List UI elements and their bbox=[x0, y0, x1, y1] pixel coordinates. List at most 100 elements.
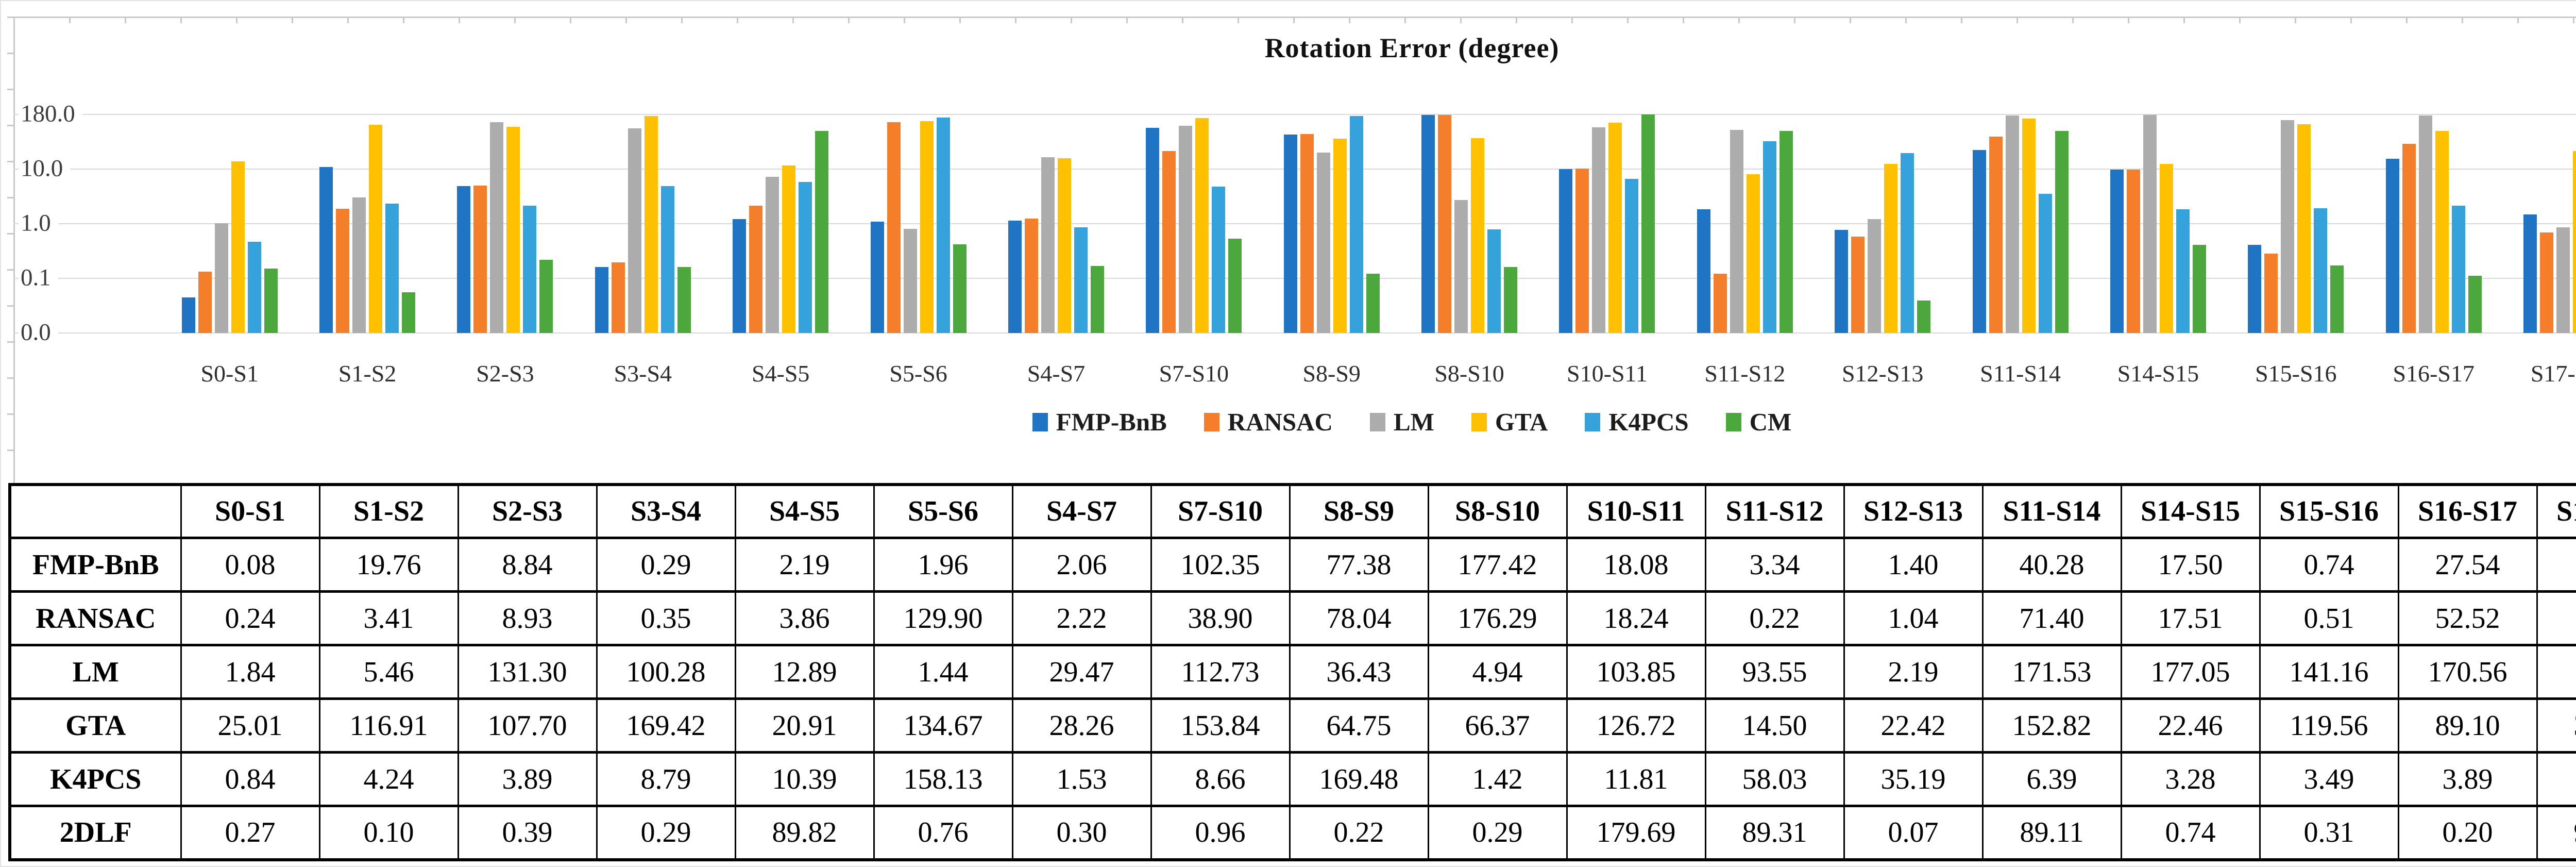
bar-k4pcs bbox=[2038, 194, 2052, 333]
legend-item-gta: GTA bbox=[1471, 409, 1548, 435]
bar-group-s14-s15 bbox=[2089, 1, 2227, 333]
bar-group-s8-s9 bbox=[1263, 1, 1400, 333]
table-cell: 2.22 bbox=[1011, 590, 1152, 646]
table-cell: 169.42 bbox=[596, 697, 736, 754]
legend-label: FMP-BnB bbox=[1056, 408, 1167, 436]
table-cell: 179.69 bbox=[1566, 805, 1706, 861]
column-header: S4-S5 bbox=[734, 483, 875, 539]
table-row-gta: GTA 25.01 116.91 107.70 169.42 20.91 134.67 28.… bbox=[9, 697, 2576, 754]
table-cell: 1.40 bbox=[1843, 537, 1984, 593]
table-cell: 2.19 bbox=[1843, 644, 1984, 700]
table-header-row: S0-S1 S1-S2 S2-S3 S3-S4 S4-S5 S5-S6 S4-S7 S7-S1… bbox=[9, 483, 2576, 539]
axis-minor-tick bbox=[848, 16, 850, 23]
table-cell: 3.89 bbox=[2397, 751, 2538, 807]
bar-cm bbox=[2192, 245, 2206, 333]
bar-lm bbox=[903, 229, 917, 333]
bar-fmp-bnb bbox=[1421, 115, 1435, 333]
table-cell: 176.29 bbox=[1427, 590, 1568, 646]
bar-k4pcs bbox=[1349, 116, 1363, 333]
table-cell: 3.49 bbox=[2259, 751, 2399, 807]
row-label: RANSAC bbox=[9, 590, 182, 646]
bar-gta bbox=[2435, 131, 2449, 333]
row-label: FMP-BnB bbox=[9, 537, 182, 593]
bar-group-s11-s12 bbox=[1676, 1, 1814, 333]
legend-swatch-icon bbox=[1725, 412, 1741, 431]
table-cell: 107.70 bbox=[457, 697, 598, 754]
x-axis-tick-label: S2-S3 bbox=[476, 360, 534, 387]
table-cell: 8.79 bbox=[596, 751, 736, 807]
table-cell: 71.40 bbox=[1981, 590, 2122, 646]
column-header: S14-S15 bbox=[2120, 483, 2261, 539]
bar-group-s12-s13 bbox=[1814, 1, 1952, 333]
column-header: S11-S14 bbox=[1981, 483, 2122, 539]
table-cell: 177.05 bbox=[2120, 644, 2261, 700]
table-cell: 6.39 bbox=[1981, 751, 2122, 807]
bar-fmp-bnb bbox=[2110, 170, 2124, 333]
bar-cm bbox=[2468, 276, 2482, 333]
bar-ransac bbox=[473, 186, 487, 333]
table-cell: 0.51 bbox=[2259, 590, 2399, 646]
axis-minor-tick bbox=[1460, 16, 1462, 23]
bar-cm bbox=[1779, 131, 1793, 333]
bar-gta bbox=[1608, 123, 1622, 333]
bar-k4pcs bbox=[799, 182, 812, 333]
bar-fmp-bnb bbox=[2385, 159, 2399, 333]
table-cell: 18.08 bbox=[1566, 537, 1706, 593]
bar-lm bbox=[1454, 200, 1468, 333]
axis-minor-tick bbox=[2128, 16, 2129, 23]
axis-minor-tick bbox=[403, 16, 404, 23]
bar-group-s5-s6 bbox=[850, 1, 987, 333]
bar-ransac bbox=[1162, 151, 1176, 333]
axis-minor-tick bbox=[7, 197, 13, 198]
axis-minor-tick bbox=[1516, 16, 1517, 23]
column-header: S17-S18 bbox=[2536, 483, 2576, 539]
table-row-ransac: RANSAC 0.24 3.41 8.93 0.35 3.86 129.90 2.22 38.9… bbox=[9, 590, 2576, 646]
bar-gta bbox=[1195, 118, 1209, 333]
row-label: K4PCS bbox=[9, 751, 182, 807]
x-axis-tick-label: S12-S13 bbox=[1841, 360, 1924, 387]
bar-lm bbox=[2143, 115, 2157, 333]
table-cell: 3.41 bbox=[318, 590, 459, 646]
axis-minor-tick bbox=[7, 413, 13, 415]
bar-k4pcs bbox=[247, 242, 261, 333]
table-cell: 22.46 bbox=[2120, 697, 2261, 754]
table-row-2dlf: 2DLF 0.27 0.10 0.39 0.29 89.82 0.76 0.30 0.96 0.2… bbox=[9, 805, 2576, 861]
column-header: S1-S2 bbox=[318, 483, 459, 539]
axis-minor-tick bbox=[7, 16, 13, 18]
axis-minor-tick bbox=[1349, 16, 1350, 23]
table-cell: 1.04 bbox=[1843, 590, 1984, 646]
axis-minor-tick bbox=[1126, 16, 1128, 23]
bar-lm bbox=[1730, 130, 1743, 333]
bar-k4pcs bbox=[385, 204, 399, 333]
bar-fmp-bnb bbox=[1972, 150, 1986, 333]
table-cell: 0.22 bbox=[1704, 590, 1845, 646]
axis-minor-tick bbox=[2239, 16, 2241, 23]
bar-group-s0-s1 bbox=[161, 1, 298, 333]
axis-minor-tick bbox=[7, 269, 13, 271]
bar-gta bbox=[369, 125, 383, 333]
bar-k4pcs bbox=[1625, 179, 1639, 333]
table-cell: 11.81 bbox=[1566, 751, 1706, 807]
row-label: 2DLF bbox=[9, 805, 182, 861]
bar-fmp-bnb bbox=[1697, 209, 1710, 333]
bar-cm bbox=[2055, 131, 2069, 333]
x-axis-tick-label: S1-S2 bbox=[338, 360, 397, 387]
table-cell: 25.01 bbox=[180, 697, 320, 754]
bar-gta bbox=[231, 161, 245, 333]
legend-swatch-icon bbox=[1471, 412, 1487, 431]
table-cell: 1.24 bbox=[2536, 590, 2576, 646]
x-axis-tick-label: S11-S14 bbox=[1980, 360, 2061, 387]
table-cell: 0.30 bbox=[1011, 805, 1152, 861]
table-cell: 77.38 bbox=[1289, 537, 1429, 593]
bar-gta bbox=[644, 116, 658, 333]
axis-minor-tick bbox=[625, 16, 627, 23]
axis-minor-tick bbox=[7, 233, 13, 235]
legend-item-fmp-bnb: FMP-BnB bbox=[1032, 409, 1167, 435]
axis-minor-tick bbox=[1850, 16, 1851, 23]
bar-ransac bbox=[2540, 232, 2554, 333]
column-header: S3-S4 bbox=[596, 483, 736, 539]
table-cell: 119.56 bbox=[2259, 697, 2399, 754]
bar-lm bbox=[1041, 157, 1055, 333]
table-cell: 134.67 bbox=[873, 697, 1013, 754]
y-axis-tick-label: 180.0 bbox=[19, 101, 82, 127]
